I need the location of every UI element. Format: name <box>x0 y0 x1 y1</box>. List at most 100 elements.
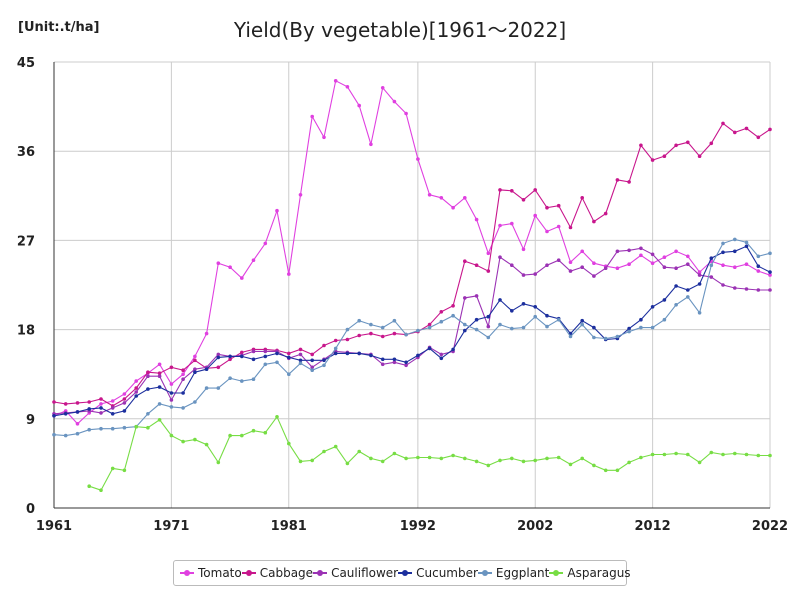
data-point <box>697 460 702 465</box>
data-point <box>287 272 291 276</box>
data-point <box>451 453 455 458</box>
data-point <box>99 406 103 410</box>
data-point <box>110 406 115 410</box>
data-point <box>63 412 68 416</box>
data-point <box>87 407 91 411</box>
data-point <box>75 422 80 426</box>
data-point <box>662 317 667 322</box>
data-point <box>580 196 584 200</box>
data-point <box>122 397 127 401</box>
data-point <box>510 456 514 461</box>
data-point <box>193 400 197 404</box>
data-point <box>52 400 56 404</box>
data-point <box>627 329 631 334</box>
legend-label: Cabbage <box>259 566 314 580</box>
data-point <box>556 317 561 322</box>
data-point <box>146 412 150 416</box>
data-point <box>157 418 162 422</box>
data-point <box>686 254 690 259</box>
legend-item: Cucumber <box>398 566 478 580</box>
data-point <box>650 452 655 457</box>
data-point <box>498 188 502 192</box>
data-point <box>392 331 397 336</box>
data-point <box>709 256 714 261</box>
data-point <box>240 354 244 359</box>
data-point <box>650 261 655 266</box>
y-tick-label: 45 <box>17 56 35 71</box>
data-point <box>392 360 397 365</box>
data-point <box>697 154 702 158</box>
data-point <box>768 251 772 256</box>
data-point <box>251 377 256 382</box>
data-point <box>639 455 643 460</box>
data-point <box>650 325 655 330</box>
data-point <box>498 223 502 228</box>
y-tick-label: 27 <box>17 234 35 249</box>
y-tick-label: 9 <box>26 413 35 428</box>
data-point <box>310 114 315 119</box>
data-point <box>498 322 502 327</box>
data-point <box>463 456 467 461</box>
data-point <box>216 352 221 357</box>
data-point <box>592 274 596 278</box>
data-point <box>169 365 174 370</box>
data-point <box>474 294 479 298</box>
legend-label: Eggplant <box>495 566 550 580</box>
data-point <box>697 270 702 274</box>
data-point <box>193 367 197 372</box>
data-point <box>99 402 103 406</box>
legend-swatch <box>180 570 194 576</box>
data-point <box>568 334 573 339</box>
data-point <box>474 459 479 464</box>
data-point <box>146 387 150 391</box>
data-point <box>146 370 150 375</box>
x-tick-label: 2012 <box>635 519 671 534</box>
data-point <box>568 269 573 273</box>
data-point <box>510 221 514 226</box>
data-point <box>451 205 455 210</box>
data-point <box>474 317 479 322</box>
data-point <box>486 251 491 256</box>
data-point <box>756 269 761 273</box>
data-point <box>345 461 350 466</box>
data-point <box>709 275 714 279</box>
data-point <box>216 365 221 370</box>
data-point <box>110 399 115 403</box>
data-point <box>87 484 91 489</box>
data-point <box>322 449 326 454</box>
data-point <box>157 374 162 379</box>
data-point <box>146 374 150 379</box>
data-point <box>768 453 772 458</box>
data-point <box>63 433 68 438</box>
data-point <box>486 335 491 340</box>
data-point <box>427 325 432 330</box>
data-point <box>380 325 385 330</box>
data-point <box>463 259 467 264</box>
data-point <box>263 430 268 435</box>
data-point <box>639 325 643 330</box>
legend-label: Cucumber <box>416 566 478 580</box>
x-tick-label: 2022 <box>752 519 788 534</box>
data-point <box>721 121 725 126</box>
data-point <box>216 460 221 465</box>
data-point <box>439 310 444 314</box>
data-point <box>392 357 397 362</box>
data-point <box>697 311 702 315</box>
data-point <box>357 333 362 338</box>
data-point <box>686 295 690 299</box>
data-point <box>486 324 491 329</box>
data-point <box>52 432 56 437</box>
data-point <box>157 402 162 406</box>
data-point <box>510 326 514 331</box>
data-point <box>556 258 561 263</box>
data-point <box>392 99 397 104</box>
data-point <box>263 354 268 359</box>
data-point <box>369 331 373 336</box>
data-point <box>228 376 232 381</box>
data-point <box>216 261 221 266</box>
data-point <box>380 459 385 464</box>
series-line <box>53 79 771 425</box>
data-point <box>228 433 232 438</box>
data-point <box>263 241 268 246</box>
unit-label: [Unit:.t/ha] <box>18 20 100 35</box>
